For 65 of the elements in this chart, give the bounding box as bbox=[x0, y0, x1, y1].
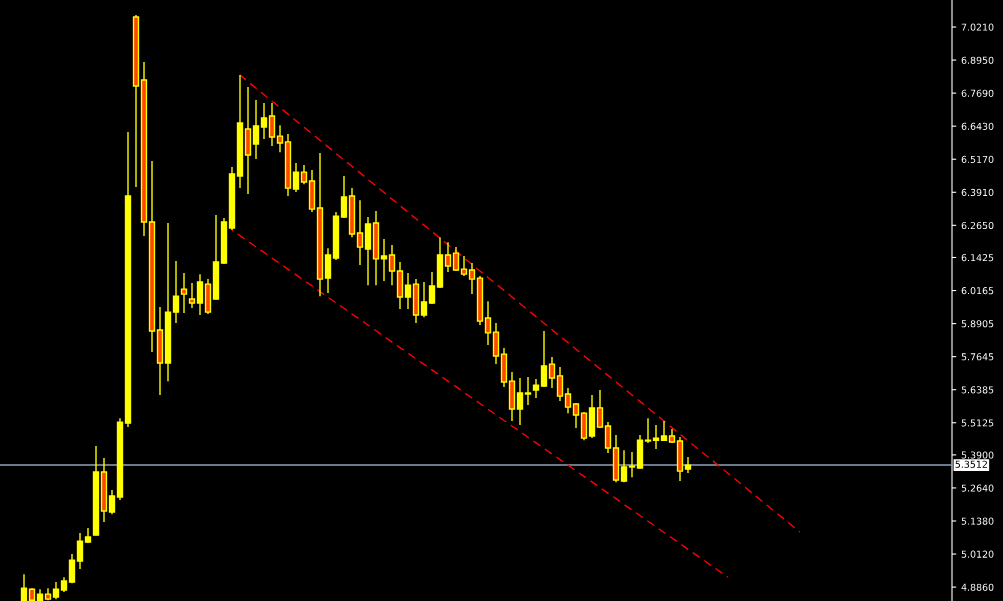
candlestick bbox=[684, 456, 692, 474]
y-tick-label: 5.8905 bbox=[961, 320, 994, 328]
y-tick-label: 5.0120 bbox=[961, 550, 994, 558]
candlestick bbox=[644, 417, 652, 444]
candlestick bbox=[524, 376, 532, 406]
candlestick bbox=[172, 260, 180, 324]
candlestick bbox=[564, 387, 572, 414]
candlestick bbox=[300, 164, 308, 185]
candlestick bbox=[420, 281, 428, 318]
candlestick bbox=[292, 162, 300, 193]
ref-line-label: 5.3512 bbox=[955, 460, 987, 468]
candlestick bbox=[380, 238, 388, 282]
y-tick-label: 5.7645 bbox=[961, 353, 994, 361]
y-tick-label: 4.8860 bbox=[961, 583, 994, 591]
y-tick-label: 6.8950 bbox=[961, 56, 994, 64]
candlestick bbox=[356, 199, 364, 266]
candlestick bbox=[596, 389, 604, 429]
y-tick-label: 6.3910 bbox=[961, 188, 994, 197]
candlestick bbox=[252, 99, 260, 160]
y-tick-label: 7.0210 bbox=[961, 23, 994, 31]
candlestick bbox=[516, 377, 524, 426]
candlestick bbox=[404, 272, 412, 310]
candlestick bbox=[108, 489, 116, 515]
candlestick bbox=[388, 244, 396, 286]
candlestick bbox=[556, 366, 564, 402]
candlestick bbox=[628, 451, 636, 478]
candlestick bbox=[76, 532, 84, 570]
y-tick-label: 5.1380 bbox=[961, 517, 994, 525]
y-tick-label: 5.2640 bbox=[961, 484, 994, 492]
candlestick bbox=[572, 402, 580, 429]
candlestick bbox=[444, 241, 452, 273]
y-tick-label: 6.5170 bbox=[961, 155, 994, 163]
candlestick bbox=[276, 124, 284, 153]
line-series bbox=[239, 74, 801, 533]
candlestick bbox=[604, 421, 612, 454]
candlestick bbox=[428, 271, 436, 305]
candlestick bbox=[460, 255, 468, 277]
candlestick bbox=[20, 573, 28, 601]
candlestick bbox=[620, 449, 628, 483]
y-tick-label: 6.7690 bbox=[961, 89, 994, 97]
candlestick bbox=[660, 420, 668, 442]
y-tick-label: 6.0165 bbox=[961, 287, 994, 295]
candlestick bbox=[68, 553, 76, 584]
candlestick bbox=[492, 322, 500, 365]
candlestick bbox=[468, 262, 476, 295]
candlestick bbox=[452, 246, 460, 272]
line-series bbox=[231, 229, 729, 578]
candlestick bbox=[180, 272, 188, 314]
candlestick bbox=[540, 330, 548, 388]
y-tick-label: 5.5125 bbox=[961, 419, 994, 427]
candlestick bbox=[532, 378, 540, 399]
candlestick bbox=[188, 282, 196, 309]
candlestick bbox=[260, 102, 268, 140]
candlestick bbox=[324, 247, 332, 294]
y-tick-label: 5.6385 bbox=[961, 386, 994, 394]
y-tick-label: 6.6430 bbox=[961, 122, 994, 130]
candlestick bbox=[340, 175, 348, 219]
y-tick-label: 6.1425 bbox=[961, 254, 994, 262]
candlestick bbox=[484, 300, 492, 346]
y-tick-label: 6.2650 bbox=[961, 221, 994, 230]
y-tick-label: 5.3900 bbox=[961, 451, 994, 459]
candlestick bbox=[548, 356, 556, 389]
candlestick bbox=[268, 102, 276, 147]
candlestick bbox=[652, 424, 660, 450]
candlestick bbox=[196, 273, 204, 316]
